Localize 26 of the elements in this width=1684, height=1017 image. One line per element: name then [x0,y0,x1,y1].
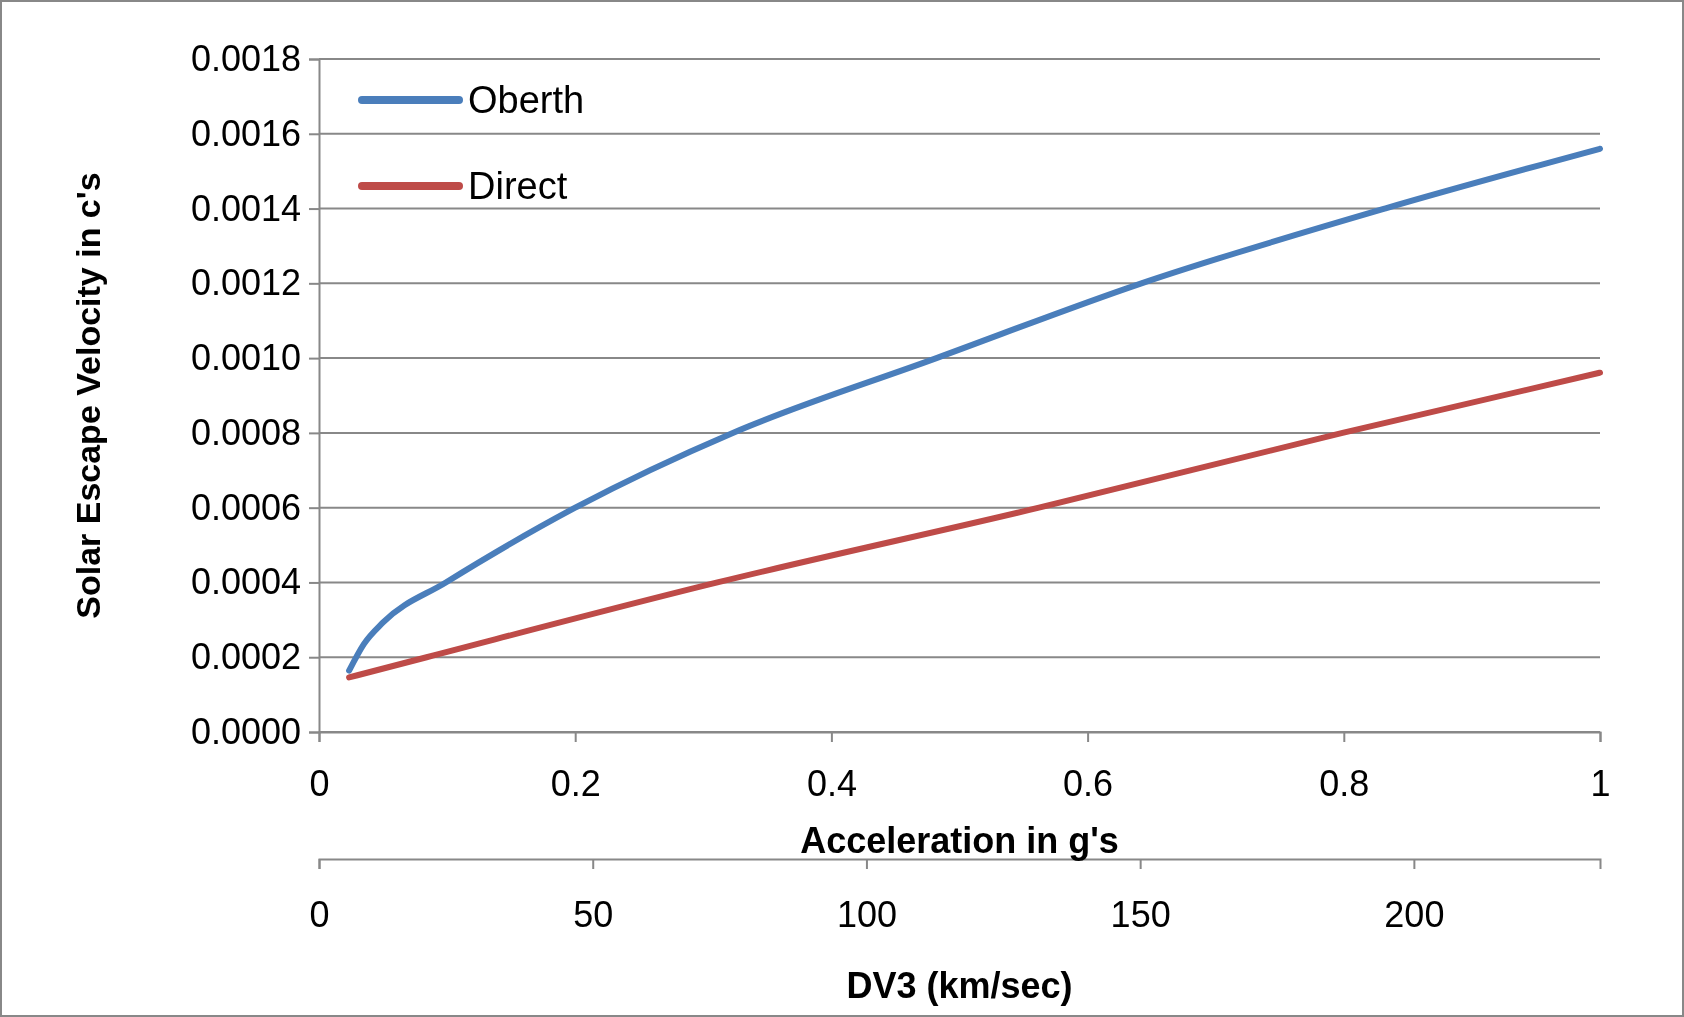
x-tick-label: 0.6 [1063,762,1114,804]
x-tick-label: 0.8 [1319,762,1370,804]
x2-tick-label: 200 [1384,893,1445,935]
x2-tick-label: 0 [309,893,330,935]
y-tick-label: 0.0010 [190,337,301,379]
y-tick-label: 0.0018 [190,38,301,80]
y-tick-label: 0.0008 [190,411,301,453]
x2-axis-title: DV3 (km/sec) [846,965,1073,1006]
legend-label: Direct [468,165,568,207]
y-tick-label: 0.0016 [190,112,301,154]
y-tick-label: 0.0004 [190,561,301,603]
x-tick-label: 0.2 [550,762,601,804]
y-tick-label: 0.0012 [190,262,301,304]
y-tick-label: 0.0006 [190,486,301,528]
y-tick-label: 0.0002 [190,636,301,678]
legend-label: Oberth [468,79,585,121]
x-axis-title: Acceleration in g's [800,820,1119,861]
x2-tick-label: 50 [573,893,614,935]
x2-tick-label: 150 [1110,893,1171,935]
x2-tick-label: 100 [836,893,897,935]
y-axis-title: Solar Escape Velocity in c's [69,172,107,619]
x-tick-label: 0.4 [806,762,857,804]
x-tick-label: 0 [309,762,330,804]
x-tick-label: 1 [1590,762,1611,804]
y-tick-label: 0.0014 [190,187,301,229]
y-tick-label: 0.0000 [190,711,301,753]
